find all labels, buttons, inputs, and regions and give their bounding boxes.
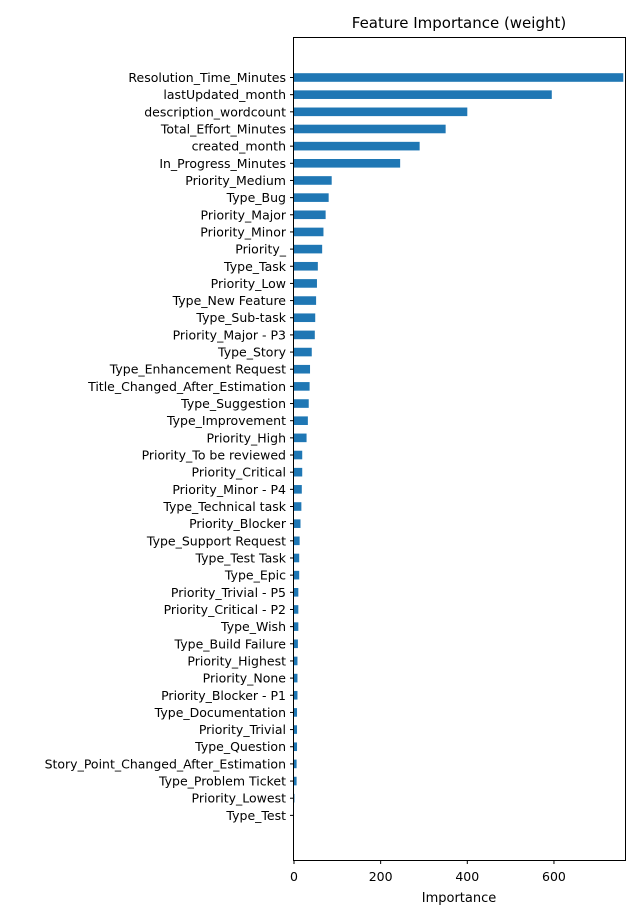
category-label: Type_Test Task — [194, 550, 286, 565]
category-labels-group: Resolution_Time_Minutes lastUpdated_month… — [45, 70, 294, 823]
category-label: Priority_To be reviewed — [142, 448, 286, 463]
x-tick-label: 200 — [369, 869, 393, 884]
chart-title: Feature Importance (weight) — [352, 14, 566, 32]
category-label: Total_Effort_Minutes — [160, 121, 286, 136]
bar — [294, 708, 298, 717]
bar — [294, 553, 300, 563]
bar — [294, 193, 329, 202]
category-label: Priority_Major - P3 — [173, 327, 286, 342]
category-label: Priority_Minor — [200, 224, 287, 239]
bar — [294, 261, 318, 271]
bar — [294, 227, 324, 237]
bar — [294, 364, 311, 374]
category-label: Type_Sub-task — [195, 310, 286, 325]
bar — [294, 759, 297, 769]
category-label: Type_Task — [223, 259, 287, 274]
category-label: Priority_Critical — [192, 465, 286, 480]
category-label: lastUpdated_month — [163, 87, 286, 102]
bar — [294, 776, 297, 786]
category-label: Type_Support Request — [146, 533, 286, 548]
bar — [294, 519, 301, 528]
category-label: Type_Enhancement Request — [109, 362, 286, 377]
category-label: Type_Technical task — [162, 499, 286, 514]
bar — [294, 450, 303, 460]
bar — [294, 159, 401, 168]
category-label: Type_Documentation — [154, 705, 286, 720]
bar — [294, 690, 298, 700]
bar — [294, 107, 468, 117]
category-label: Resolution_Time_Minutes — [128, 70, 286, 85]
category-label: Priority_Critical - P2 — [164, 602, 286, 617]
bar — [294, 536, 300, 546]
bar — [294, 467, 303, 477]
category-label: Priority_Major — [201, 207, 287, 222]
category-label: In_Progress_Minutes — [159, 156, 286, 171]
category-label: Priority_Blocker - P1 — [161, 688, 286, 703]
category-label: Priority_Blocker — [189, 516, 287, 531]
bar — [294, 124, 446, 134]
bar — [294, 570, 300, 580]
bar — [294, 673, 298, 683]
category-label: Type_New Feature — [172, 293, 287, 308]
bar — [294, 656, 298, 666]
category-label: Priority_Highest — [187, 653, 286, 668]
category-label: Type_Wish — [220, 619, 286, 634]
category-label: Priority_Lowest — [192, 791, 287, 806]
category-label: Story_Point_Changed_After_Estimation — [45, 756, 286, 771]
category-label: Priority_High — [207, 430, 286, 445]
bar — [294, 313, 316, 323]
bar — [294, 622, 299, 631]
bar — [294, 485, 302, 494]
bar — [294, 382, 310, 391]
bar — [294, 210, 326, 220]
bar — [294, 141, 420, 151]
category-label: Priority_ — [235, 242, 286, 257]
category-label: Priority_None — [203, 671, 287, 686]
bar — [294, 416, 308, 425]
category-label: Type_Test — [225, 808, 286, 823]
x-axis-title: Importance — [422, 891, 497, 906]
bar — [294, 347, 312, 357]
x-tick-label: 600 — [542, 869, 566, 884]
bar — [294, 73, 624, 82]
bar — [294, 725, 298, 734]
plot-area-frame — [293, 37, 626, 861]
bar — [294, 433, 307, 443]
category-label: Type_Build Failure — [174, 636, 287, 651]
x-ticks-group: 0 200 400 600 — [290, 860, 566, 884]
category-label: Priority_Minor - P4 — [172, 482, 286, 497]
category-label: Type_Story — [217, 345, 287, 360]
category-label: Priority_Medium — [185, 173, 286, 188]
bar — [294, 399, 309, 408]
category-label: Type_Epic — [224, 568, 286, 583]
category-label: Type_Suggestion — [180, 396, 286, 411]
bar — [294, 742, 298, 752]
bars-group — [294, 73, 624, 803]
x-tick-label: 400 — [455, 869, 479, 884]
bar — [294, 296, 317, 305]
category-label: description_wordcount — [144, 104, 286, 119]
bar — [294, 639, 298, 649]
bar — [294, 279, 317, 288]
bar — [294, 330, 315, 340]
category-label: Priority_Trivial - P5 — [171, 585, 286, 600]
category-label: created_month — [192, 139, 286, 154]
category-label: Title_Changed_After_Estimation — [87, 379, 286, 394]
bar — [294, 176, 332, 185]
category-label: Type_Question — [194, 739, 286, 754]
bar — [294, 605, 299, 614]
category-label: Priority_Trivial — [199, 722, 286, 737]
category-label: Type_Improvement — [166, 413, 286, 428]
bar — [294, 588, 299, 597]
category-label: Type_Problem Ticket — [158, 774, 286, 789]
bar — [294, 244, 323, 254]
bar — [294, 90, 552, 99]
bar — [294, 502, 302, 511]
category-label: Type_Bug — [226, 190, 286, 205]
category-label: Priority_Low — [211, 276, 286, 291]
x-tick-label: 0 — [290, 869, 298, 884]
